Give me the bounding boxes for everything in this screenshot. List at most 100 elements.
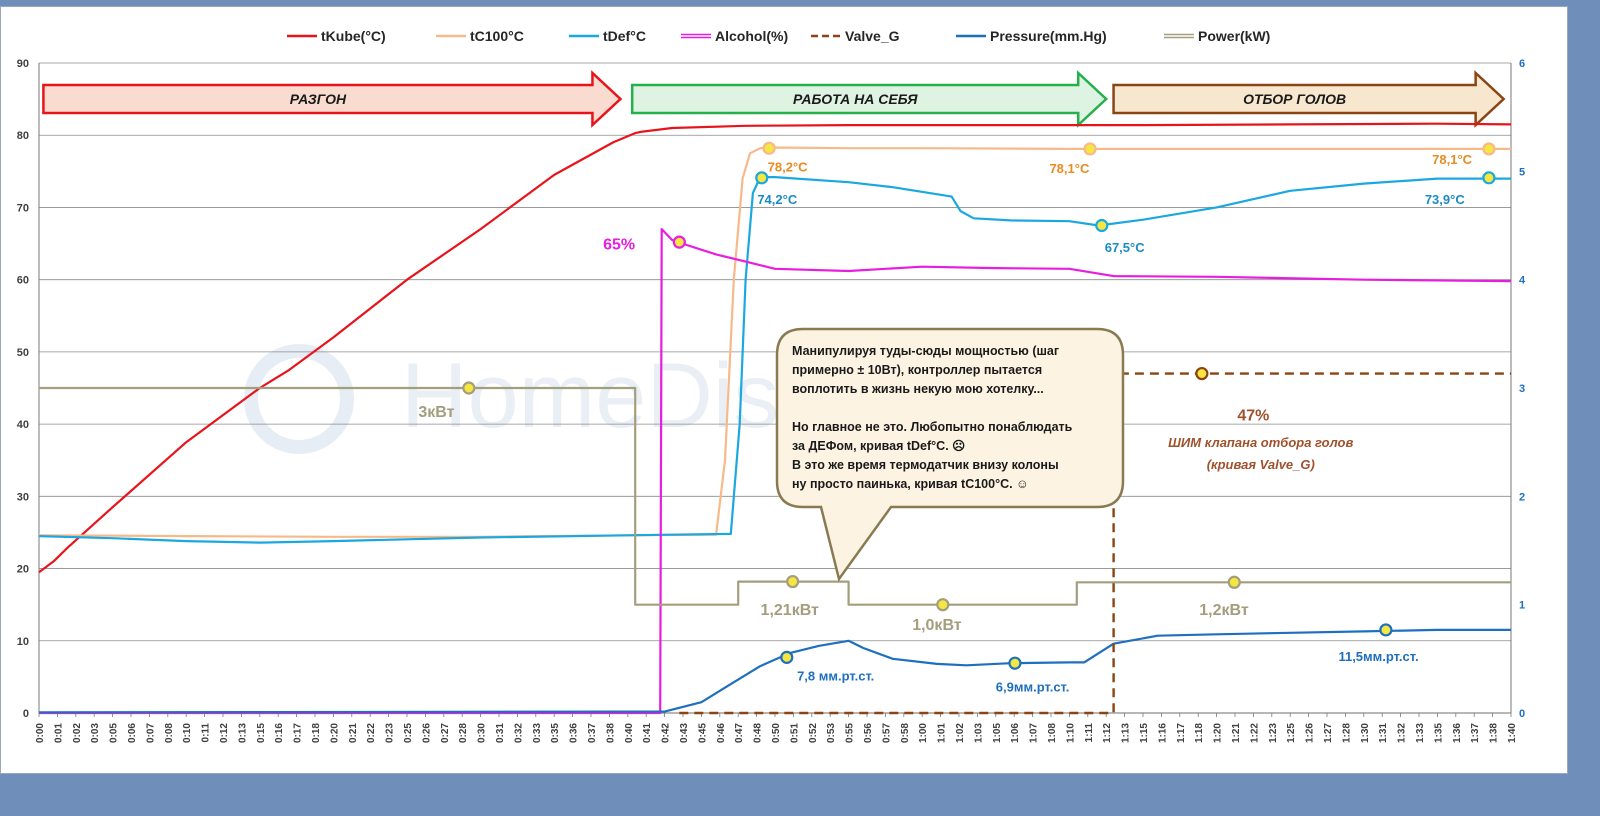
x-tick-label: 0:37	[587, 723, 598, 743]
x-tick-label: 0:31	[495, 723, 506, 743]
legend-label: tKube(°C)	[321, 28, 386, 44]
x-tick-label: 1:28	[1341, 723, 1352, 743]
x-tick-label: 0:05	[109, 723, 120, 743]
data-label: 7,8 мм.рт.ст.	[797, 669, 874, 684]
x-tick-label: 1:05	[992, 723, 1003, 743]
legend-label: Power(kW)	[1198, 28, 1270, 44]
data-point-marker	[755, 171, 769, 185]
data-label: 11,5мм.рт.ст.	[1338, 649, 1418, 664]
x-tick-label: 0:58	[900, 723, 911, 743]
x-tick-label: 0:32	[513, 723, 524, 743]
data-point-marker	[462, 381, 476, 395]
x-tick-label: 0:35	[550, 723, 561, 743]
series-line	[38, 628, 1511, 714]
x-tick-label: 1:16	[1157, 723, 1168, 743]
x-tick-label: 0:23	[385, 723, 396, 743]
stage-arrow-label: ОТБОР ГОЛОВ	[1243, 91, 1346, 107]
x-tick-label: 0:51	[789, 723, 800, 743]
data-label: 47%	[1237, 408, 1269, 425]
x-tick-label: 0:25	[403, 723, 414, 743]
legend-label: Valve_G	[845, 28, 900, 44]
x-tick-label: 1:27	[1323, 723, 1334, 743]
x-tick-label: 1:40	[1507, 723, 1518, 743]
data-point-marker	[1379, 623, 1393, 637]
x-tick-label: 0:43	[679, 723, 690, 743]
x-tick-label: 0:36	[569, 723, 580, 743]
x-tick-label: 1:35	[1433, 723, 1444, 743]
callout-bubble: Манипулируя туды-сюды мощностью (шаг прим…	[775, 327, 1125, 582]
data-point-marker	[1482, 142, 1496, 156]
data-label: 1,2кВт	[1199, 602, 1249, 619]
x-tick-label: 0:21	[348, 723, 359, 743]
x-tick-label: 0:45	[697, 723, 708, 743]
series-line	[39, 228, 1512, 715]
y-right-tick-label: 1	[1519, 600, 1525, 612]
x-tick-label: 0:20	[329, 723, 340, 743]
data-point-marker	[1083, 142, 1097, 156]
data-point-marker	[1482, 171, 1496, 185]
data-label: (кривая Valve_G)	[1207, 457, 1315, 472]
x-tick-label: 0:17	[293, 723, 304, 743]
y-right-tick-label: 2	[1519, 491, 1525, 503]
x-tick-label: 1:13	[1121, 723, 1132, 743]
x-tick-label: 1:08	[1047, 723, 1058, 743]
x-tick-label: 0:16	[274, 723, 285, 743]
x-tick-label: 0:26	[421, 723, 432, 743]
data-point-marker	[1095, 218, 1109, 233]
x-tick-label: 1:20	[1213, 723, 1224, 743]
stage-arrow	[42, 70, 623, 128]
data-label: 78,1°C	[1432, 152, 1473, 167]
data-label: ШИМ клапана отбора голов	[1168, 435, 1353, 450]
legend-label: tC100°C	[470, 28, 524, 44]
series-lines	[38, 122, 1512, 715]
x-tick-label: 1:03	[973, 723, 984, 743]
callout-line: Манипулируя туды-сюды мощностью (шаг	[792, 344, 1059, 358]
callout-line: примерно ± 10Вт), контроллер пытается	[792, 363, 1042, 377]
legend-label: tDef°C	[603, 28, 646, 44]
x-tick-label: 1:38	[1489, 723, 1500, 743]
x-tick-label: 0:52	[808, 723, 819, 743]
x-tick-label: 1:12	[1102, 723, 1113, 743]
x-tick-label: 1:36	[1452, 723, 1463, 743]
x-tick-label: 0:28	[458, 723, 469, 743]
data-point-marker	[1195, 366, 1209, 381]
data-label: 74,2°C	[757, 192, 798, 207]
y-left-tick-label: 10	[17, 636, 29, 648]
chart-panel: HomeDistiller.ru 0 10 20 30 40 50 60 70 80 90 0 1 2 3…	[0, 6, 1568, 774]
data-label: 65%	[603, 236, 635, 253]
data-label: 1,0кВт	[912, 617, 962, 634]
y-left-tick-label: 50	[17, 347, 29, 359]
x-tick-label: 0:02	[72, 723, 83, 743]
x-tick-label: 1:00	[918, 723, 929, 743]
x-tick-label: 1:10	[1065, 723, 1076, 743]
process-stage-arrows: РАЗГОН РАБОТА НА СЕБЯ ОТБОР ГОЛОВ	[42, 70, 1506, 128]
legend-label: Pressure(mm.Hg)	[990, 28, 1107, 44]
x-tick-label: 1:18	[1194, 723, 1205, 743]
x-tick-label: 0:01	[53, 723, 64, 743]
x-tick-label: 0:55	[845, 723, 856, 743]
callout-line: воплотить в жизнь некую мою хотелку...	[792, 382, 1044, 396]
y-left-tick-label: 0	[23, 708, 29, 720]
x-tick-label: 0:56	[863, 723, 874, 743]
callout-line: Но главное не это. Любопытно понаблюдать	[792, 420, 1073, 434]
legend: tKube(°C) tC100°C tDef°C Alcohol(%) Valve_G P…	[287, 28, 1270, 44]
x-tick-label: 0:08	[164, 723, 175, 743]
y-left-tick-label: 90	[17, 58, 29, 70]
data-point-marker	[762, 141, 776, 155]
x-tick-label: 0:30	[477, 723, 488, 743]
data-label: 73,9°C	[1425, 192, 1466, 207]
y-left-tick-label: 60	[17, 275, 29, 287]
data-point-marker	[1227, 575, 1241, 589]
data-point-marker	[936, 598, 950, 612]
x-tick-label: 1:32	[1397, 723, 1408, 743]
x-tick-label: 0:48	[753, 723, 764, 743]
x-tick-label: 1:22	[1249, 723, 1260, 743]
y-right-tick-label: 4	[1519, 275, 1526, 287]
x-tick-label: 0:40	[624, 723, 635, 743]
data-label: 78,2°C	[768, 159, 809, 174]
data-point-marker	[780, 650, 794, 664]
x-tick-label: 0:06	[127, 723, 138, 743]
x-tick-label: 0:42	[661, 723, 672, 743]
x-tick-label: 1:06	[1010, 723, 1021, 743]
